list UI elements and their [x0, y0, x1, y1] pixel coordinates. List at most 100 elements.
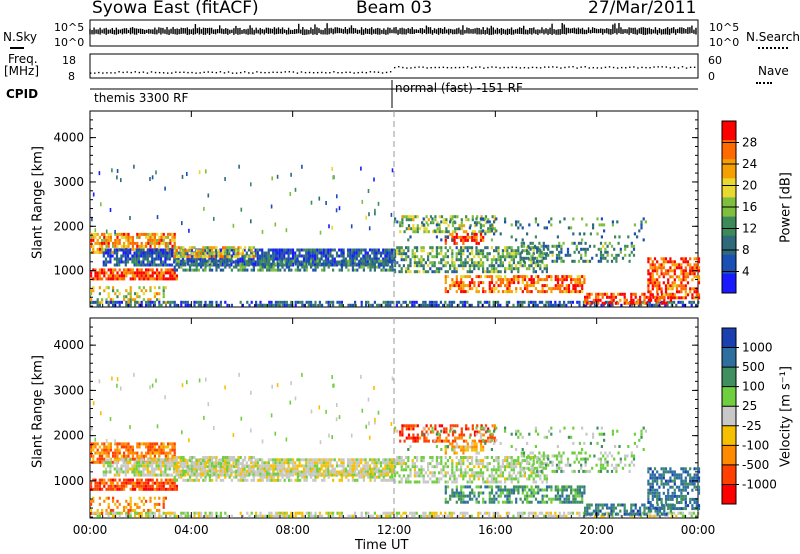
power-cell — [462, 246, 465, 250]
velocity-cell — [127, 445, 130, 449]
power-cell — [697, 269, 701, 273]
velocity-cell — [137, 458, 141, 462]
velocity-cell — [131, 481, 134, 485]
power-cell — [140, 268, 143, 272]
velocity-cell — [188, 473, 191, 477]
power-cell — [124, 254, 127, 258]
power-cell — [129, 295, 132, 299]
power-cell — [488, 252, 491, 256]
power-cell — [473, 261, 476, 265]
power-cell — [353, 254, 356, 258]
power-cell — [272, 257, 275, 261]
power-cell — [182, 259, 185, 263]
power-cell — [288, 265, 291, 269]
power-cell — [512, 275, 516, 279]
velocity-cell — [133, 467, 136, 471]
freq-sample — [677, 67, 680, 69]
power-cell — [376, 303, 379, 307]
power-cell — [309, 257, 312, 261]
power-cell — [217, 265, 220, 269]
power-cell — [695, 296, 698, 300]
velocity-cell — [217, 469, 220, 473]
power-cell — [548, 220, 551, 224]
power-cell — [539, 252, 542, 256]
power-cell — [204, 262, 207, 266]
velocity-cell — [164, 454, 167, 458]
power-cell — [90, 241, 93, 245]
power-cell — [321, 303, 324, 307]
power-cell — [91, 217, 93, 222]
power-cell — [477, 303, 480, 307]
velocity-cell — [313, 467, 317, 471]
power-cell — [422, 249, 425, 253]
velocity-cell — [127, 481, 130, 485]
power-cell — [90, 235, 93, 239]
power-cell — [572, 290, 575, 294]
power-cell — [362, 248, 365, 252]
power-cell — [239, 262, 242, 266]
power-cell — [647, 281, 650, 285]
power-cell — [642, 300, 645, 304]
velocity-cell — [137, 461, 141, 465]
power-cell — [497, 258, 500, 262]
power-cell — [640, 223, 643, 227]
velocity-cell — [147, 481, 150, 485]
power-cell — [164, 286, 167, 290]
velocity-cell — [327, 464, 330, 468]
power-cell — [433, 300, 436, 304]
power-cell — [188, 228, 190, 233]
power-cell — [451, 224, 455, 228]
power-cell — [271, 176, 273, 181]
power-cell — [590, 301, 593, 305]
velocity-cell — [160, 484, 163, 488]
power-cell — [405, 215, 408, 219]
power-cell — [451, 217, 454, 221]
velocity-cell — [162, 445, 165, 449]
power-cell — [280, 257, 284, 261]
velocity-cell — [164, 470, 167, 474]
power-cell — [131, 247, 134, 251]
power-cell — [360, 303, 363, 307]
power-cell — [149, 277, 152, 281]
power-cell — [178, 265, 181, 269]
power-cell — [369, 262, 372, 266]
freq-sample — [199, 72, 201, 74]
power-cell — [263, 251, 266, 255]
velocity-cell — [118, 467, 121, 471]
power-cell — [149, 238, 152, 242]
velocity-cell — [377, 467, 380, 471]
power-cell — [684, 275, 687, 279]
power-cell — [528, 278, 531, 282]
power-cell — [237, 255, 240, 259]
velocity-cell — [107, 464, 110, 468]
power-cell — [581, 217, 584, 221]
power-cell — [169, 268, 172, 272]
power-cell — [365, 303, 368, 307]
velocity-cell — [190, 470, 193, 474]
velocity-cell — [258, 458, 262, 462]
power-cell — [200, 249, 203, 253]
velocity-cell — [356, 472, 359, 476]
velocity-cell — [109, 467, 112, 471]
power-cell — [186, 257, 189, 261]
velocity-cell — [147, 451, 150, 455]
velocity-cell — [362, 464, 365, 468]
velocity-cell — [215, 472, 218, 476]
power-cell — [490, 261, 493, 265]
power-cell — [506, 252, 509, 256]
power-cell — [182, 268, 185, 272]
power-cell — [466, 300, 469, 304]
velocity-cell — [336, 472, 339, 476]
power-cell — [479, 252, 482, 256]
power-cell — [92, 244, 95, 248]
power-cell — [691, 293, 694, 297]
velocity-cell — [147, 448, 150, 452]
power-cell — [162, 289, 165, 293]
power-cell — [375, 254, 378, 258]
power-cell — [258, 257, 262, 261]
power-cell — [497, 278, 500, 282]
power-cell — [522, 256, 526, 260]
power-cell — [558, 250, 561, 254]
velocity-cell — [382, 467, 385, 471]
power-cell — [90, 271, 93, 275]
